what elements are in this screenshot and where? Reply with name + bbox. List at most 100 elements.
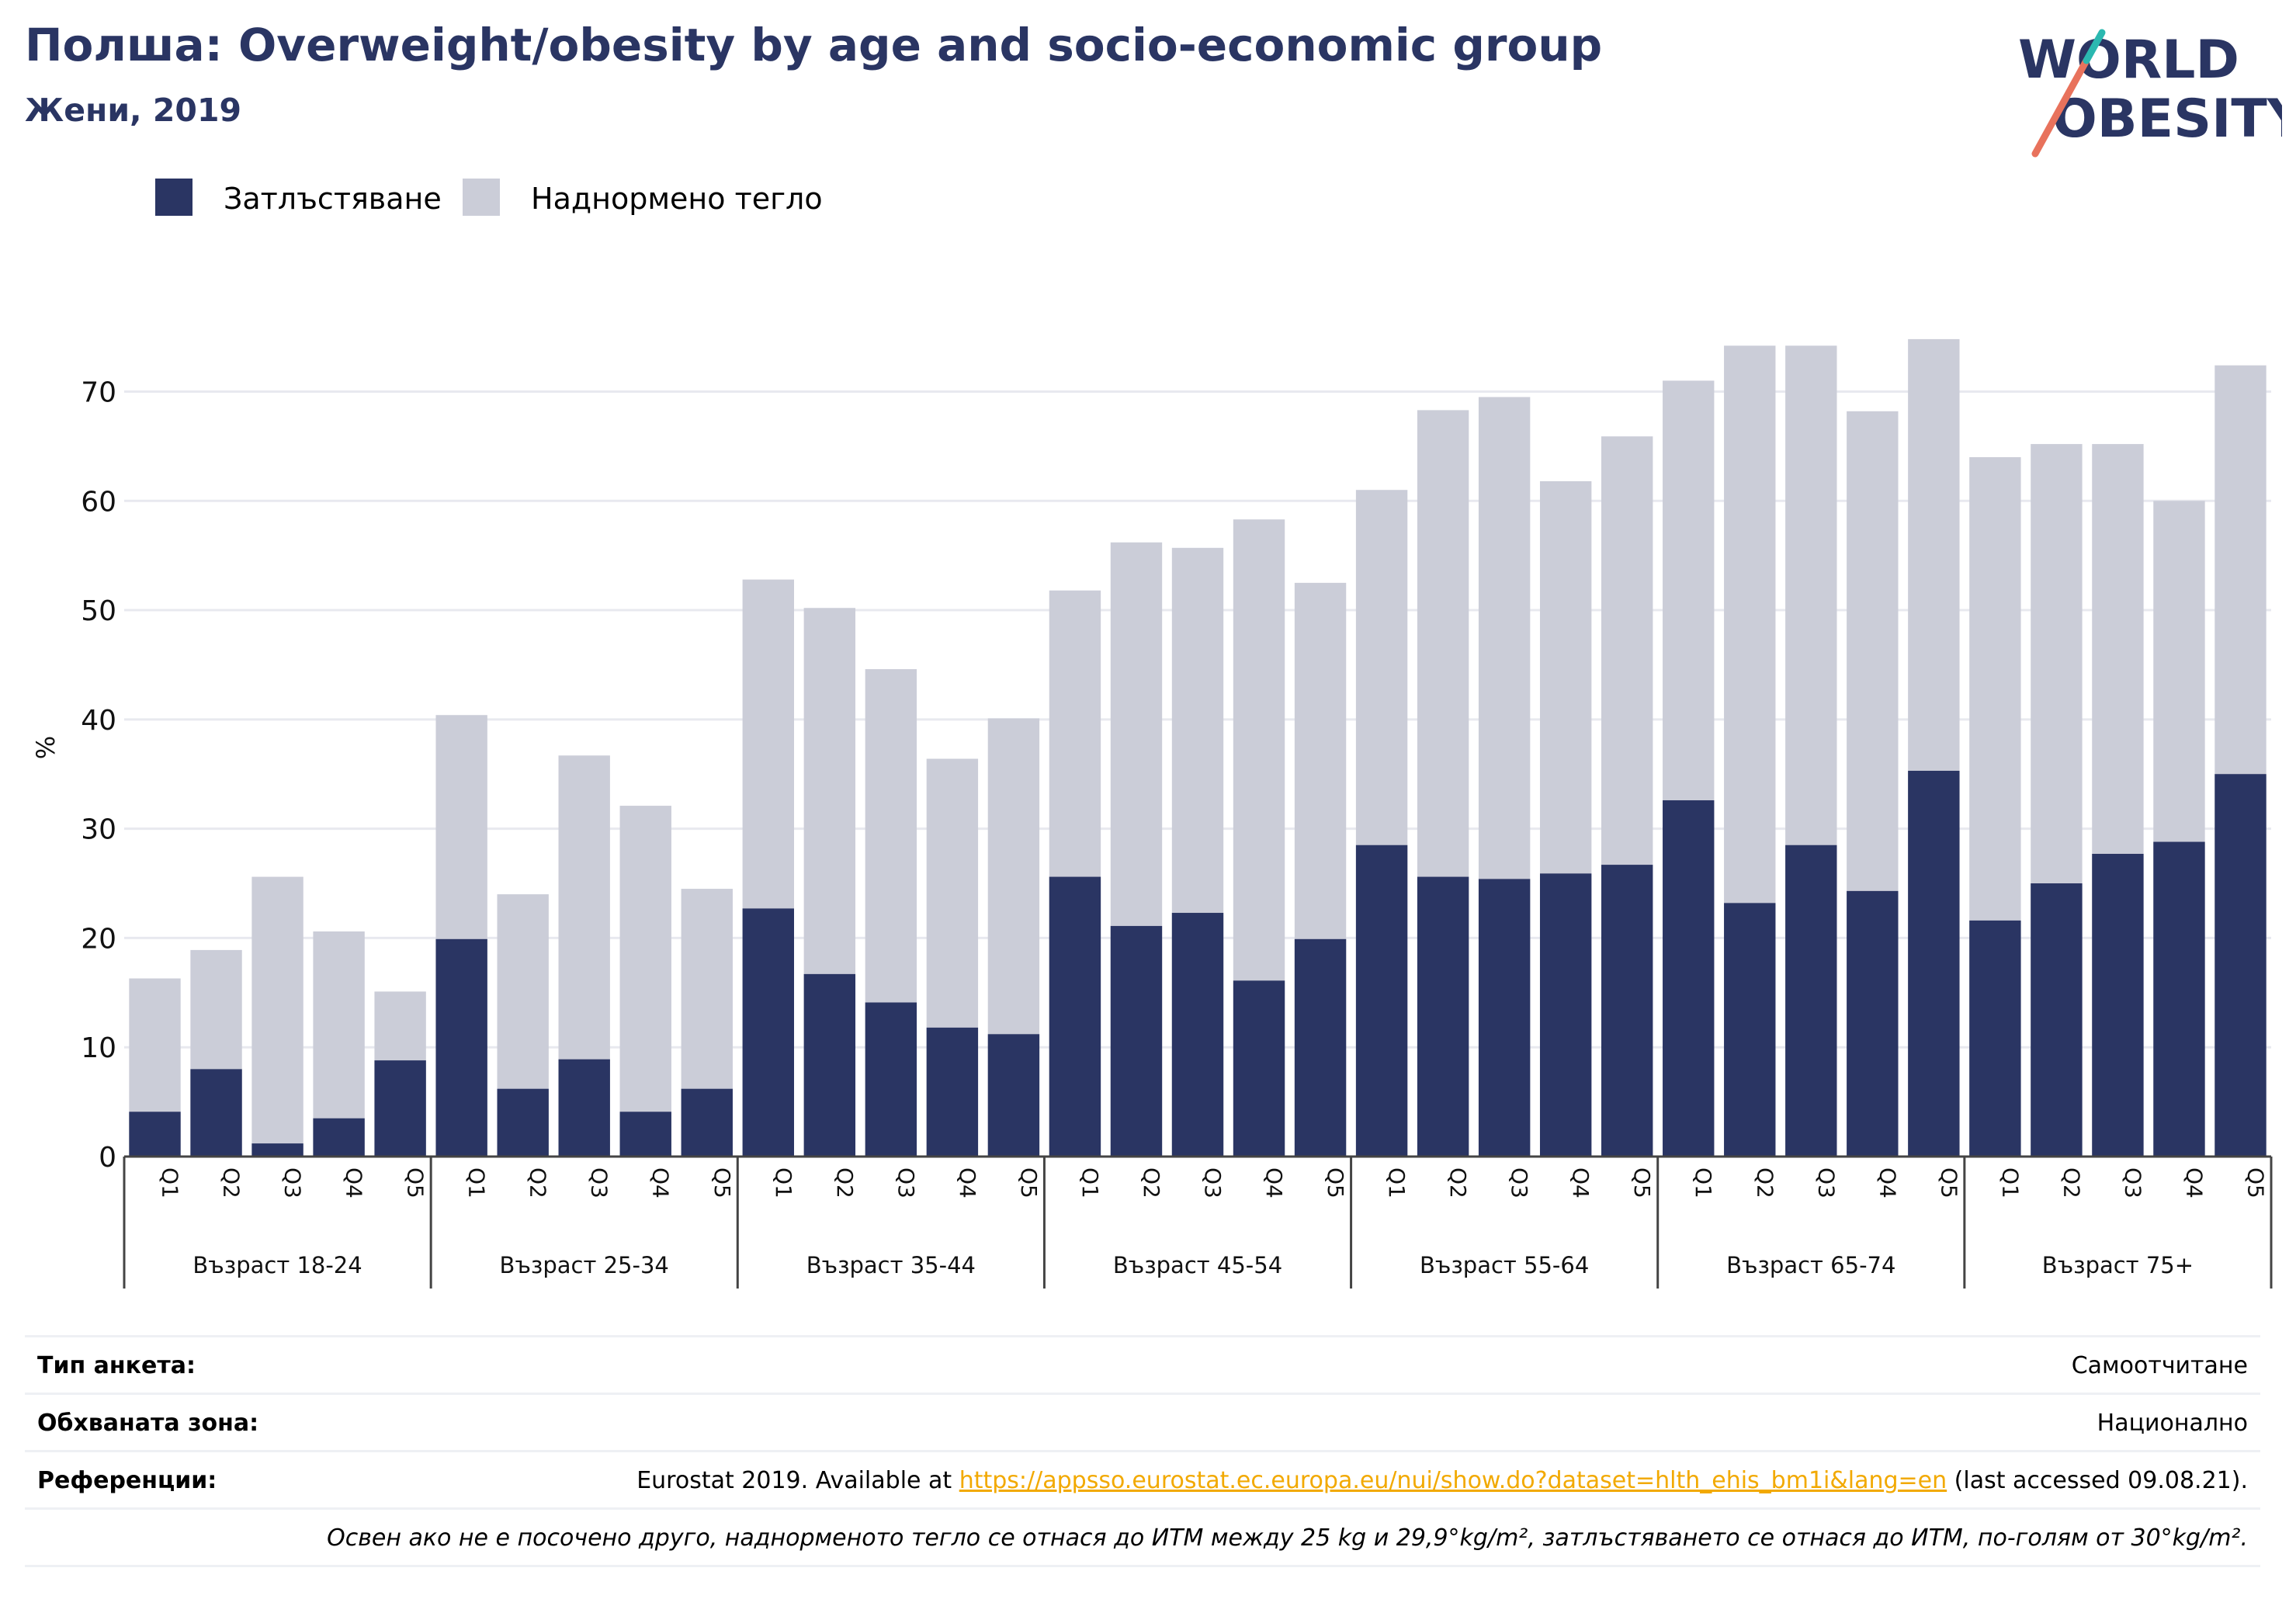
x-tick-label: Q5 — [1323, 1167, 1348, 1198]
x-tick-label: Q4 — [1875, 1167, 1900, 1198]
eurostat-link[interactable]: https://appsso.eurostat.ec.europa.eu/nui… — [959, 1467, 1947, 1494]
bar-obesity-2-q4 — [619, 1112, 671, 1157]
x-tick-label: Q2 — [2058, 1167, 2084, 1198]
y-tick-label: 60 — [81, 486, 116, 518]
logo-line1: WORLD — [2018, 29, 2239, 91]
bar-obesity-2-q3 — [558, 1059, 610, 1157]
bar-obesity-4-q4 — [1233, 980, 1285, 1157]
x-tick-label: Q1 — [1691, 1167, 1716, 1198]
bar-obesity-5-q5 — [1601, 865, 1653, 1157]
survey-type-label: Тип анкета: — [37, 1352, 196, 1379]
bars — [129, 338, 2267, 1157]
x-tick-label: Q4 — [2181, 1167, 2207, 1198]
bar-obesity-5-q1 — [1355, 845, 1408, 1157]
bar-obesity-4-q5 — [1294, 938, 1347, 1157]
bar-obesity-3-q4 — [926, 1027, 979, 1157]
chart-title: Полша: Overweight/obesity by age and soc… — [25, 19, 1603, 71]
group-label: Възраст 35-44 — [806, 1252, 976, 1278]
x-tick-label: Q5 — [709, 1167, 735, 1198]
group-label: Възраст 18-24 — [192, 1252, 362, 1278]
ref-suffix: (last accessed 09.08.21). — [1947, 1467, 2248, 1494]
coverage-label: Обхваната зона: — [37, 1410, 259, 1437]
bar-obesity-7-q1 — [1969, 920, 2021, 1157]
x-tick-label: Q5 — [1936, 1167, 1961, 1198]
group-label: Възраст 25-34 — [500, 1252, 669, 1278]
legend-label-obesity: Затлъстяване — [224, 182, 442, 216]
definition-note: Освен ако не е посочено друго, наднормен… — [327, 1524, 2248, 1552]
bar-overweight-1-q3 — [251, 876, 303, 1157]
info-row-survey-type: Тип анкета: Самоотчитане — [25, 1335, 2260, 1393]
bar-obesity-6-q5 — [1908, 771, 1960, 1157]
axes: 0 10 20 30 40 50 60 70% Q1 Q2 Q3 Q4 Q5 Възраст 18-24 Q… — [31, 376, 2273, 1289]
y-axis-label: % — [31, 736, 61, 759]
x-tick-label: Q2 — [832, 1167, 858, 1198]
bar-obesity-5-q4 — [1539, 873, 1592, 1157]
references-label: Референции: — [37, 1467, 217, 1494]
x-tick-label: Q5 — [1629, 1167, 1655, 1198]
x-tick-label: Q3 — [280, 1167, 306, 1198]
y-tick-label: 0 — [99, 1142, 116, 1174]
bar-obesity-6-q4 — [1847, 890, 1899, 1157]
coverage-value: Национално — [2097, 1410, 2248, 1437]
x-tick-label: Q4 — [955, 1167, 980, 1198]
logo-line2: OBESITY — [2052, 88, 2282, 150]
group-label: Възраст 65-74 — [1726, 1252, 1895, 1278]
info-row-coverage: Обхваната зона: Национално — [25, 1393, 2260, 1450]
y-tick-label: 40 — [81, 705, 116, 737]
bar-obesity-2-q2 — [497, 1088, 549, 1157]
x-tick-label: Q2 — [1752, 1167, 1777, 1198]
x-tick-label: Q5 — [1016, 1167, 1042, 1198]
logo-slash-teal — [2083, 29, 2106, 64]
logo-slash-coral — [2031, 57, 2090, 158]
references-value: Eurostat 2019. Available at https://apps… — [636, 1467, 2248, 1494]
bar-obesity-1-q2 — [190, 1069, 242, 1157]
x-tick-label: Q3 — [1813, 1167, 1839, 1198]
x-tick-label: Q4 — [648, 1167, 674, 1198]
x-tick-label: Q5 — [2242, 1167, 2268, 1198]
x-tick-label: Q2 — [219, 1167, 245, 1198]
bar-obesity-5-q2 — [1417, 876, 1469, 1157]
bar-obesity-1-q5 — [374, 1060, 426, 1157]
x-tick-label: Q4 — [1261, 1167, 1287, 1198]
y-tick-label: 50 — [81, 595, 116, 627]
info-table: Тип анкета: Самоотчитане Обхваната зона:… — [25, 1335, 2260, 1567]
x-tick-label: Q4 — [342, 1167, 367, 1198]
bar-obesity-2-q5 — [681, 1088, 733, 1157]
bar-obesity-1-q4 — [313, 1118, 365, 1157]
bar-obesity-6-q1 — [1663, 800, 1715, 1157]
x-tick-label: Q3 — [2120, 1167, 2145, 1198]
legend-label-overweight: Наднормено тегло — [531, 182, 823, 216]
x-tick-label: Q5 — [403, 1167, 428, 1198]
bar-obesity-3-q5 — [987, 1034, 1040, 1157]
bar-obesity-1-q3 — [251, 1143, 303, 1157]
x-tick-label: Q2 — [1139, 1167, 1164, 1198]
x-tick-label: Q2 — [1445, 1167, 1471, 1198]
legend-swatch-overweight — [463, 179, 500, 216]
bar-obesity-3-q1 — [742, 908, 794, 1157]
bar-obesity-4-q3 — [1171, 913, 1224, 1157]
world-obesity-logo: WORLD OBESITY — [2018, 29, 2282, 158]
y-tick-label: 70 — [81, 376, 116, 408]
x-tick-label: Q4 — [1568, 1167, 1594, 1198]
x-tick-label: Q3 — [1507, 1167, 1532, 1198]
bar-obesity-7-q3 — [2092, 854, 2144, 1157]
chart-subtitle: Жени, 2019 — [25, 92, 242, 129]
group-label: Възраст 55-64 — [1420, 1252, 1589, 1278]
stacked-bar-chart: 0 10 20 30 40 50 60 70% Q1 Q2 Q3 Q4 Q5 Възраст 18-24 Q… — [31, 338, 2273, 1289]
bar-obesity-7-q5 — [2214, 774, 2267, 1157]
x-tick-label: Q3 — [587, 1167, 612, 1198]
y-tick-label: 20 — [81, 923, 116, 955]
survey-type-value: Самоотчитане — [2071, 1352, 2248, 1379]
bar-obesity-1-q1 — [129, 1112, 181, 1157]
bar-obesity-4-q1 — [1049, 876, 1101, 1157]
bar-obesity-5-q3 — [1478, 879, 1531, 1157]
ref-prefix: Eurostat 2019. Available at — [636, 1467, 959, 1494]
bar-obesity-3-q3 — [865, 1002, 917, 1157]
y-tick-label: 30 — [81, 814, 116, 846]
group-label: Възраст 75+ — [2042, 1252, 2194, 1278]
y-tick-label: 10 — [81, 1032, 116, 1064]
x-tick-label: Q3 — [893, 1167, 919, 1198]
info-row-note: Освен ако не е посочено друго, наднормен… — [25, 1507, 2260, 1567]
x-tick-label: Q3 — [1200, 1167, 1226, 1198]
bar-obesity-6-q3 — [1785, 845, 1837, 1157]
